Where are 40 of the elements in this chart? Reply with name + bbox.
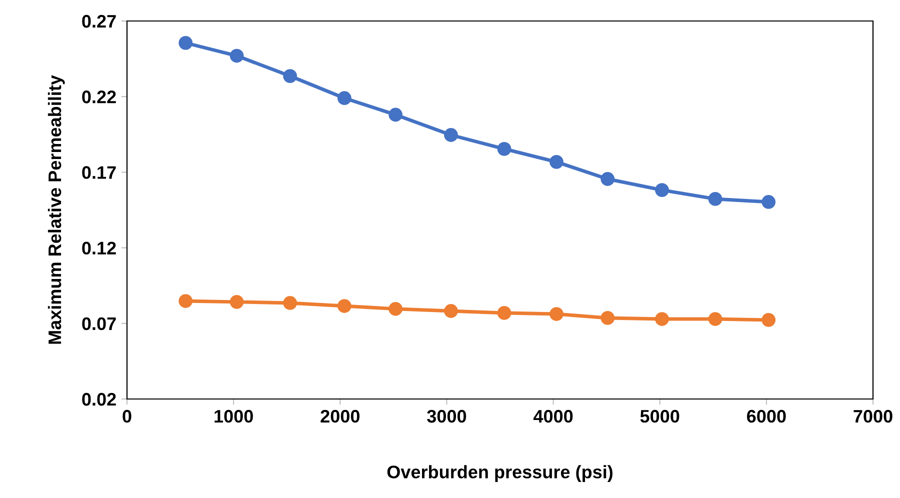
point	[550, 154, 564, 169]
point	[762, 195, 776, 209]
x-tick-label: 1000	[214, 410, 253, 423]
x-tick-label: 5000	[640, 410, 680, 423]
point	[600, 311, 615, 325]
point	[388, 108, 403, 122]
y-tick-label: 0.12	[82, 242, 116, 255]
point	[655, 312, 669, 326]
x-tick-label: 7000	[854, 410, 892, 423]
point	[655, 183, 669, 197]
point	[600, 172, 615, 186]
point	[444, 304, 458, 318]
y-tick-label: 0.22	[82, 90, 116, 104]
point	[283, 296, 297, 310]
x-tick-label: 6000	[747, 410, 786, 423]
point	[497, 306, 512, 320]
x-tick-label: 2000	[320, 410, 360, 423]
point	[337, 299, 352, 313]
point	[708, 312, 722, 326]
x-tick-label: 4000	[533, 410, 573, 423]
point	[388, 302, 403, 316]
y-tick-label: 0.17	[82, 166, 116, 179]
point	[708, 192, 722, 206]
point	[497, 142, 512, 156]
point	[337, 91, 352, 106]
point	[283, 69, 297, 83]
point	[230, 48, 244, 63]
x-tick-label: 0	[122, 410, 132, 423]
point	[178, 294, 193, 308]
y-tick-label: 0.02	[82, 392, 116, 406]
x-tick-label: 3000	[427, 410, 466, 423]
point	[762, 312, 776, 327]
point	[444, 128, 458, 142]
y-tick-label: 0.07	[82, 317, 116, 330]
point	[230, 294, 244, 309]
point	[550, 307, 564, 321]
y-axis-title: Maximum Relative Permeability	[48, 75, 65, 344]
y-tick-label: 0.27	[82, 14, 116, 28]
x-axis-title: Overburden pressure (psi)	[387, 465, 612, 482]
point	[178, 36, 193, 50]
